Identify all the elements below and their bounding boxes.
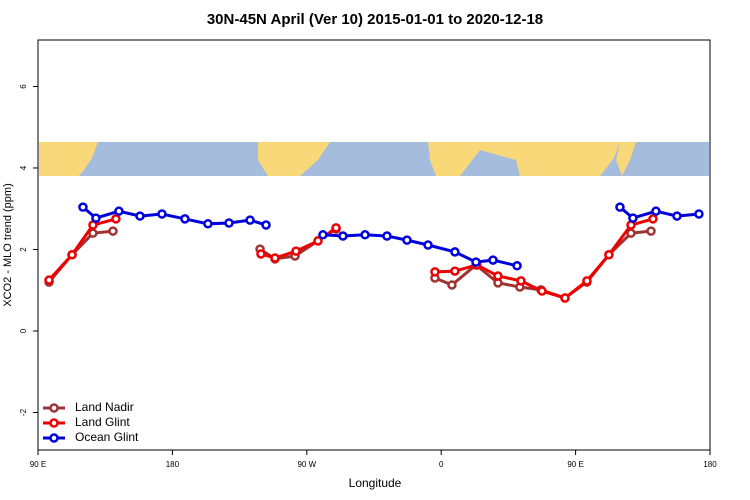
data-point: [180, 214, 190, 224]
y-tick-label: 4: [19, 165, 28, 170]
data-point: [672, 211, 682, 221]
data-point: [114, 206, 124, 216]
x-tick-label: 0: [439, 460, 444, 469]
data-point: [318, 230, 328, 240]
data-point: [447, 280, 457, 290]
data-point: [488, 255, 498, 265]
data-point: [331, 223, 341, 233]
legend-marker: [49, 418, 59, 428]
y-tick-label: -2: [19, 408, 28, 416]
data-point: [313, 236, 323, 246]
map-band: [39, 142, 709, 176]
plot-frame: [37, 39, 711, 451]
x-tick-label: 180: [166, 460, 180, 469]
legend-marker: [49, 403, 59, 413]
data-point: [646, 226, 656, 236]
data-point: [402, 235, 412, 245]
x-tick-label: 90 E: [30, 460, 46, 469]
data-point: [245, 215, 255, 225]
legend-marker: [49, 433, 59, 443]
data-point: [78, 202, 88, 212]
series-line: [47, 217, 654, 300]
data-point: [423, 240, 433, 250]
data-point: [493, 271, 503, 281]
data-point: [135, 211, 145, 221]
data-point: [651, 206, 661, 216]
legend-label: Land Glint: [75, 415, 130, 429]
data-point: [67, 250, 77, 260]
data-point: [111, 214, 121, 224]
data-point: [628, 213, 638, 223]
data-point: [382, 231, 392, 241]
data-point: [261, 220, 271, 230]
data-point: [604, 250, 614, 260]
data-point: [256, 249, 266, 259]
x-tick-label: 90 E: [567, 460, 583, 469]
data-point: [450, 247, 460, 257]
data-point: [203, 219, 213, 229]
data-point: [108, 226, 118, 236]
data-point: [338, 231, 348, 241]
data-point: [694, 209, 704, 219]
y-tick-label: 0: [19, 328, 28, 333]
data-point: [224, 218, 234, 228]
data-point: [430, 267, 440, 277]
data-point: [648, 214, 658, 224]
x-tick-label: 180: [703, 460, 717, 469]
x-axis-label: Longitude: [349, 476, 402, 490]
y-axis-label: XCO2 - MLO trend (ppm): [2, 183, 14, 306]
data-point: [471, 257, 481, 267]
series-line: [47, 227, 652, 300]
y-tick-label: 2: [19, 247, 28, 252]
data-point: [615, 202, 625, 212]
data-point: [582, 276, 592, 286]
legend-label: Ocean Glint: [75, 430, 139, 444]
data-point: [450, 266, 460, 276]
data-point: [360, 230, 370, 240]
data-point: [91, 213, 101, 223]
data-point: [537, 286, 547, 296]
data-point: [291, 246, 301, 256]
x-tick-label: 90 W: [297, 460, 316, 469]
data-point: [560, 293, 570, 303]
y-tick-label: 6: [19, 84, 28, 89]
data-point: [44, 275, 54, 285]
data-point: [512, 261, 522, 271]
data-point: [270, 253, 280, 263]
data-point: [157, 209, 167, 219]
data-point: [516, 276, 526, 286]
legend-label: Land Nadir: [75, 400, 134, 414]
chart-title: 30N-45N April (Ver 10) 2015-01-01 to 202…: [207, 11, 543, 28]
